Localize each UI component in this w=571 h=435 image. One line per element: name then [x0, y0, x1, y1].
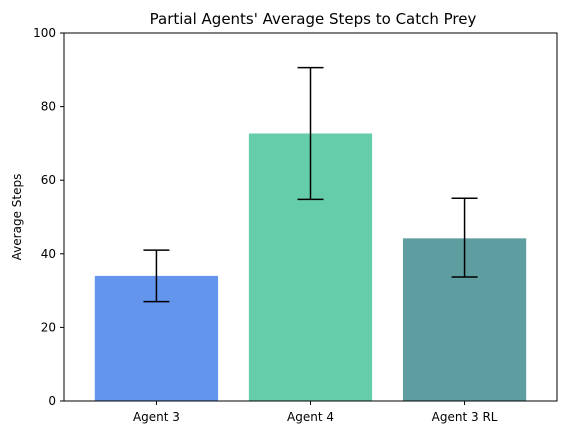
x-axis: Agent 3 Agent 4 Agent 3 RL — [133, 401, 498, 424]
chart-title: Partial Agents' Average Steps to Catch P… — [150, 10, 477, 28]
axes-frame — [63, 32, 558, 402]
error-bar-agent-3-rl — [451, 197, 478, 278]
y-tick-label: 60 — [41, 173, 56, 187]
y-tick-label: 40 — [41, 247, 56, 261]
x-tick-label: Agent 3 — [133, 410, 180, 424]
x-tick-label: Agent 3 RL — [432, 410, 498, 424]
y-tick-label: 0 — [48, 394, 56, 408]
error-bar-agent-3 — [143, 249, 170, 303]
plot-area — [94, 66, 527, 402]
y-tick-label: 20 — [41, 320, 56, 334]
y-axis-label: Average Steps — [10, 174, 24, 261]
x-tick-label: Agent 4 — [287, 410, 334, 424]
error-bar-agent-4 — [297, 66, 324, 201]
y-tick-label: 80 — [41, 100, 56, 114]
y-tick-label: 100 — [33, 26, 56, 40]
y-axis: 0 20 40 60 80 100 — [33, 26, 64, 408]
